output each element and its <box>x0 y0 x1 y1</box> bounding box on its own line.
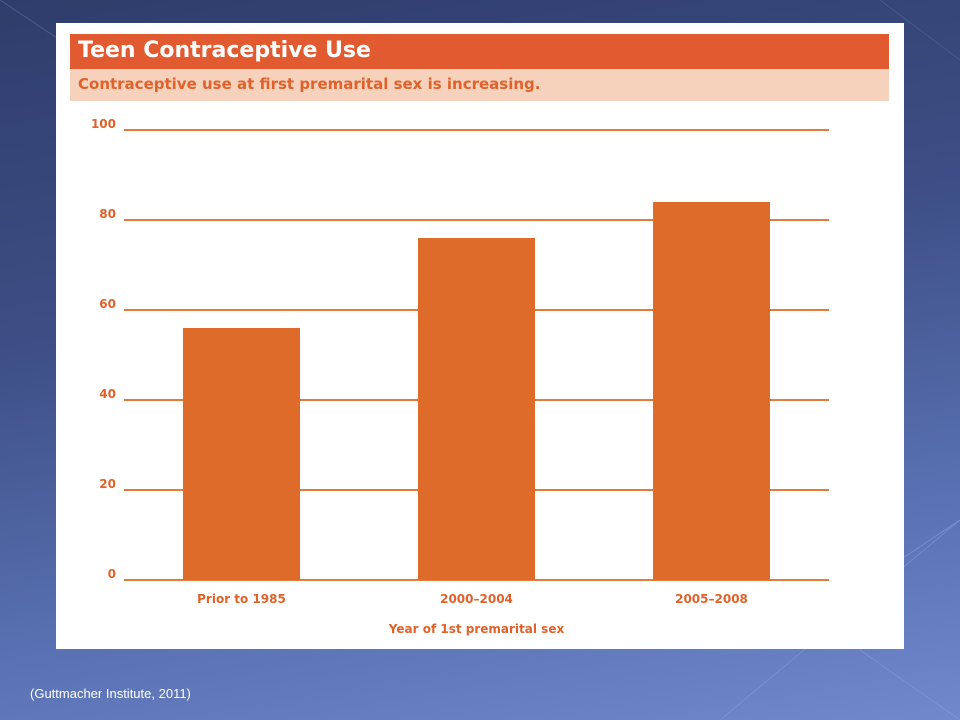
y-tick-label: 40 <box>99 387 116 401</box>
x-tick-label: 2005–2008 <box>675 592 748 606</box>
x-tick-label: Prior to 1985 <box>197 592 286 606</box>
x-axis-title: Year of 1st premarital sex <box>388 622 565 636</box>
source-citation: (Guttmacher Institute, 2011) <box>30 686 191 701</box>
chart-panel: Teen Contraceptive Use Contraceptive use… <box>56 23 904 649</box>
bar-3 <box>653 202 770 580</box>
y-tick-label: 60 <box>99 297 116 311</box>
y-tick-label: 80 <box>99 207 116 221</box>
bar-1 <box>183 328 300 580</box>
chart-title: Teen Contraceptive Use <box>78 38 371 63</box>
chart-subtitle: Contraceptive use at first premarital se… <box>78 75 541 93</box>
bar-chart: 0 20 40 60 80 100 Prior to 1985 2000–2004 2005–2… <box>91 117 829 636</box>
x-tick-label: 2000–2004 <box>440 592 513 606</box>
title-banner: Teen Contraceptive Use <box>70 34 889 69</box>
subtitle-banner: Contraceptive use at first premarital se… <box>70 69 889 101</box>
y-tick-label: 0 <box>108 567 116 581</box>
y-tick-label: 20 <box>99 477 116 491</box>
bar-2 <box>418 238 535 580</box>
y-tick-label: 100 <box>91 117 116 131</box>
